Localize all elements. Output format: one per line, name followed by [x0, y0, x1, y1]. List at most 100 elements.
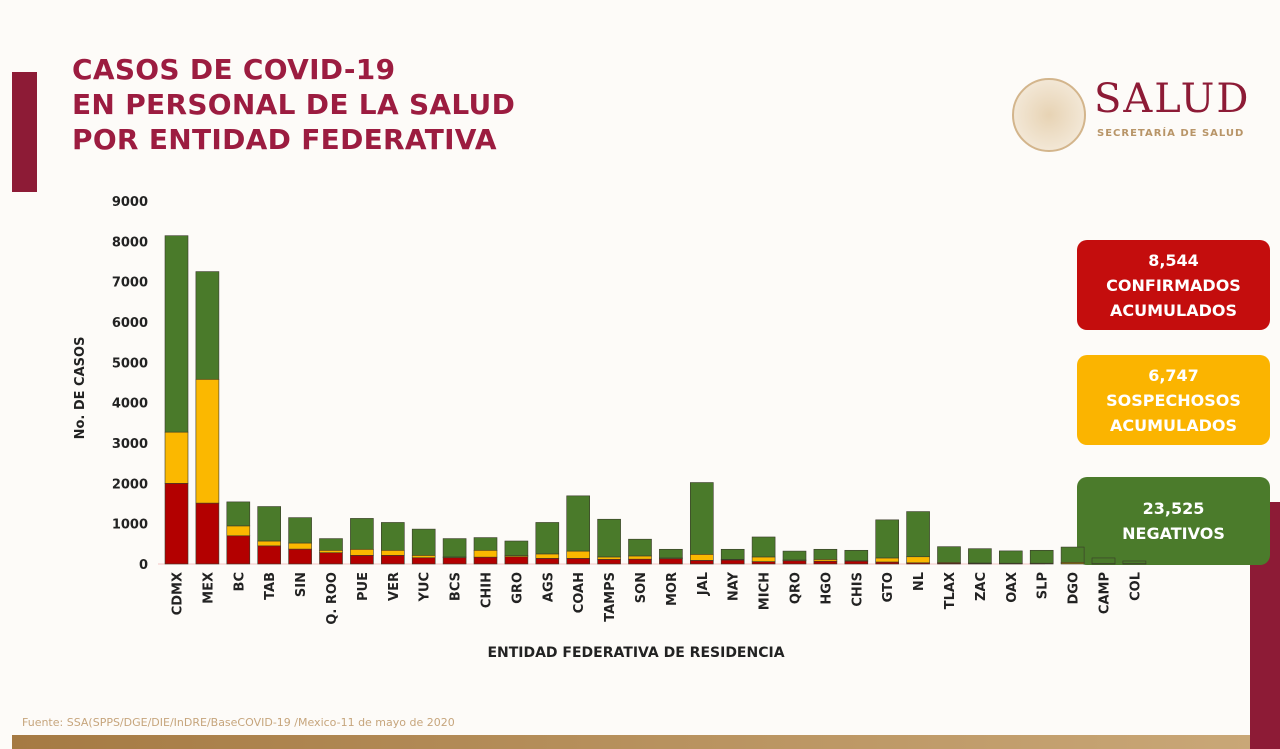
left-accent-bar: [12, 72, 37, 192]
bar-segment-mex-sospechosos: [195, 378, 220, 504]
bar-segment-oax-negativos: [998, 550, 1023, 564]
bar-segment-hgo-negativos: [813, 548, 838, 560]
title-line: EN PERSONAL DE LA SALUD: [72, 88, 516, 121]
sospechosos-box: 6,747 SOSPECHOSOS ACUMULADOS: [1077, 355, 1270, 445]
y-tick-label: 4000: [112, 397, 148, 412]
bar-segment-bc-sospechosos: [226, 525, 251, 537]
x-tick-label: SON: [634, 572, 649, 603]
bottom-gold-strip: [12, 735, 1250, 749]
bar-segment-chis-negativos: [844, 549, 869, 562]
bar-segment-tab-negativos: [257, 506, 282, 542]
y-tick-label: 0: [139, 558, 148, 573]
x-tick-label: MEX: [201, 572, 216, 604]
bar-segment-tab-confirmados: [257, 545, 282, 565]
x-tick-label: COL: [1128, 572, 1143, 601]
y-tick-label: 9000: [112, 195, 148, 210]
source-footer: Fuente: SSA(SPPS/DGE/DIE/InDRE/BaseCOVID…: [22, 716, 455, 729]
y-tick-label: 3000: [112, 437, 148, 452]
bar-segment-pue-negativos: [350, 518, 374, 550]
bar-segment-son-confirmados: [628, 558, 652, 565]
bar-segment-coah-confirmados: [566, 558, 591, 565]
bar-segment-col-negativos: [1122, 560, 1147, 564]
bar-segment-cdmx-sospechosos: [164, 431, 189, 484]
bar-segment-ver-confirmados: [380, 555, 405, 565]
x-tick-label: COAH: [572, 572, 587, 613]
bar-segment-chih-confirmados: [473, 556, 498, 565]
x-tick-label: TAB: [263, 572, 278, 600]
bar-segment-camp-negativos: [1091, 557, 1116, 564]
bar-segment-sin-negativos: [288, 517, 312, 544]
y-tick-label: 2000: [112, 477, 148, 492]
bar-segment-chih-sospechosos: [473, 549, 498, 558]
bar-segment-ags-sospechosos: [535, 553, 560, 559]
x-tick-label: CDMX: [171, 572, 186, 615]
x-tick-label: HGO: [819, 572, 834, 605]
bar-segment-gto-confirmados: [875, 561, 900, 565]
x-tick-label: TAMPS: [603, 572, 618, 622]
bar-segment-dgo-negativos: [1060, 546, 1085, 563]
bar-segment-ags-negativos: [535, 522, 560, 555]
bar-segment-hgo-confirmados: [813, 560, 838, 565]
x-tick-label: BC: [232, 572, 247, 591]
negativos-box: 23,525 NEGATIVOS: [1077, 477, 1270, 565]
bar-segment-yuc-negativos: [411, 528, 436, 556]
sospechosos-label-2: ACUMULADOS: [1109, 415, 1237, 435]
x-tick-label: Q. ROO: [325, 572, 340, 625]
bar-segment-jal-negativos: [689, 482, 714, 555]
bar-segment-mex-negativos: [195, 271, 220, 380]
bar-segment-tamps-confirmados: [597, 559, 621, 565]
x-tick-label: CHIH: [480, 572, 495, 608]
salud-logo-text: SALUD: [1094, 76, 1251, 122]
x-tick-label: SIN: [294, 572, 309, 597]
x-tick-label: MOR: [665, 572, 680, 606]
bar-segment-sin-confirmados: [288, 548, 312, 565]
x-tick-label: GRO: [510, 572, 525, 604]
x-tick-label: GTO: [881, 572, 896, 602]
bar-segment-pue-sospechosos: [350, 548, 374, 556]
bar-segment-yuc-confirmados: [411, 557, 436, 565]
x-tick-label: ZAC: [974, 572, 989, 601]
bar-segment-mich-sospechosos: [751, 556, 776, 562]
page-title: CASOS DE COVID-19 EN PERSONAL DE LA SALU…: [72, 52, 515, 157]
x-tick-label: VER: [387, 572, 402, 601]
x-tick-label: QRO: [789, 572, 804, 604]
negativos-label: NEGATIVOS: [1122, 524, 1225, 543]
bar-segment-qroo-confirmados: [319, 552, 343, 565]
bar-segment-mor-negativos: [659, 548, 683, 559]
bar-segment-coah-sospechosos: [566, 550, 591, 559]
bar-segment-bc-negativos: [226, 501, 251, 527]
bar-segment-pue-confirmados: [350, 555, 374, 565]
bar-segment-gro-confirmados: [504, 556, 529, 565]
bar-segment-coah-negativos: [566, 495, 591, 552]
bar-segment-chih-negativos: [473, 537, 498, 551]
x-tick-label: PUE: [356, 572, 371, 601]
bar-segment-mex-confirmados: [195, 502, 220, 565]
secretaria-subtitle: SECRETARÍA DE SALUD: [1097, 128, 1245, 139]
x-tick-label: BCS: [449, 572, 464, 601]
bar-segment-jal-confirmados: [689, 560, 714, 565]
bar-segment-mor-confirmados: [659, 558, 683, 565]
sospechosos-value: 6,747: [1148, 365, 1199, 385]
bar-segment-chis-confirmados: [844, 560, 869, 565]
x-axis-label: ENTIDAD FEDERATIVA DE RESIDENCIA: [487, 645, 784, 661]
bar-segment-jal-sospechosos: [689, 554, 714, 561]
x-tick-label: MICH: [758, 572, 773, 610]
bar-segment-ver-sospechosos: [380, 549, 405, 556]
y-tick-label: 1000: [112, 518, 148, 533]
bar-segment-zac-negativos: [968, 548, 992, 564]
bar-segment-yuc-sospechosos: [411, 555, 436, 559]
confirmados-label-2: ACUMULADOS: [1109, 300, 1237, 320]
bar-segment-bcs-confirmados: [442, 557, 467, 565]
bar-segment-son-sospechosos: [628, 555, 652, 560]
bar-segment-sin-sospechosos: [288, 542, 312, 550]
confirmados-value: 8,544: [1148, 250, 1199, 270]
y-tick-label: 8000: [112, 235, 148, 250]
sospechosos-label: SOSPECHOSOS: [1106, 390, 1241, 410]
x-tick-label: OAX: [1005, 572, 1020, 603]
bar-segment-tab-sospechosos: [257, 540, 282, 547]
y-tick-label: 6000: [112, 316, 148, 331]
bar-segment-qro-confirmados: [782, 560, 807, 565]
bar-segment-tlax-negativos: [937, 546, 961, 563]
bar-segment-nl-sospechosos: [906, 556, 930, 564]
